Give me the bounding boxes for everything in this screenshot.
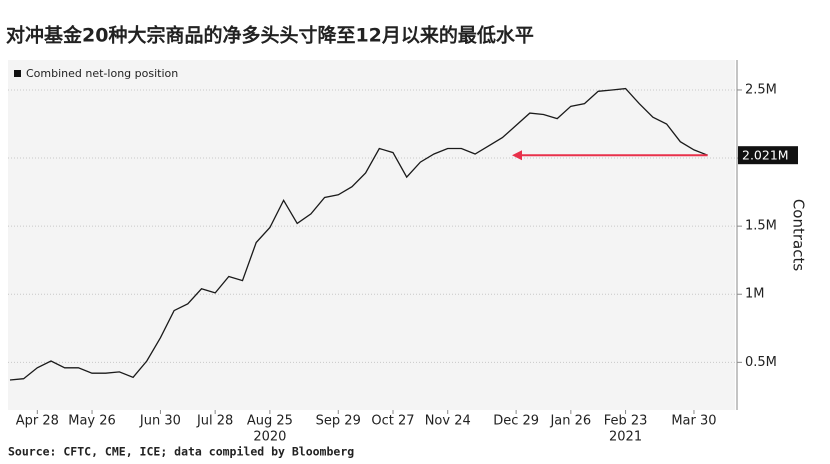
legend-swatch bbox=[14, 70, 21, 77]
x-tick-label: Feb 23 bbox=[604, 414, 648, 429]
legend-label: Combined net-long position bbox=[26, 67, 178, 80]
end-value-box bbox=[738, 146, 798, 165]
series-line bbox=[9, 87, 708, 381]
x-tick-label: Jun 30 bbox=[139, 414, 181, 429]
x-tick-label: Oct 27 bbox=[371, 414, 414, 429]
y-axis-title: Contracts bbox=[790, 199, 808, 272]
x-tick-label: May 26 bbox=[68, 414, 116, 429]
end-value-label: 2.021M bbox=[742, 148, 789, 163]
x-tick-label: Aug 25 bbox=[247, 414, 293, 429]
plot-area bbox=[8, 60, 735, 410]
source-note: Source: CFTC, CME, ICE; data compiled by… bbox=[8, 445, 354, 459]
x-year-label: 2020 bbox=[253, 430, 286, 445]
y-tick-label: 2.5M bbox=[745, 82, 777, 97]
y-tick-label: 1.5M bbox=[745, 219, 777, 234]
x-tick-label: Dec 29 bbox=[493, 414, 539, 429]
y-tick-label: 0.5M bbox=[745, 355, 777, 370]
x-tick-label: Apr 28 bbox=[16, 414, 59, 429]
x-tick-label: Jul 28 bbox=[196, 414, 233, 429]
x-tick-label: Mar 30 bbox=[671, 414, 716, 429]
x-year-label: 2021 bbox=[609, 430, 642, 445]
chart-title: 对冲基金20种大宗商品的净多头头寸降至12月以来的最低水平 bbox=[6, 24, 534, 47]
arrow-head bbox=[512, 150, 522, 161]
x-tick-label: Sep 29 bbox=[316, 414, 361, 429]
y-tick-label: 1M bbox=[745, 287, 765, 302]
x-tick-label: Jan 26 bbox=[549, 414, 591, 429]
x-tick-label: Nov 24 bbox=[425, 414, 471, 429]
